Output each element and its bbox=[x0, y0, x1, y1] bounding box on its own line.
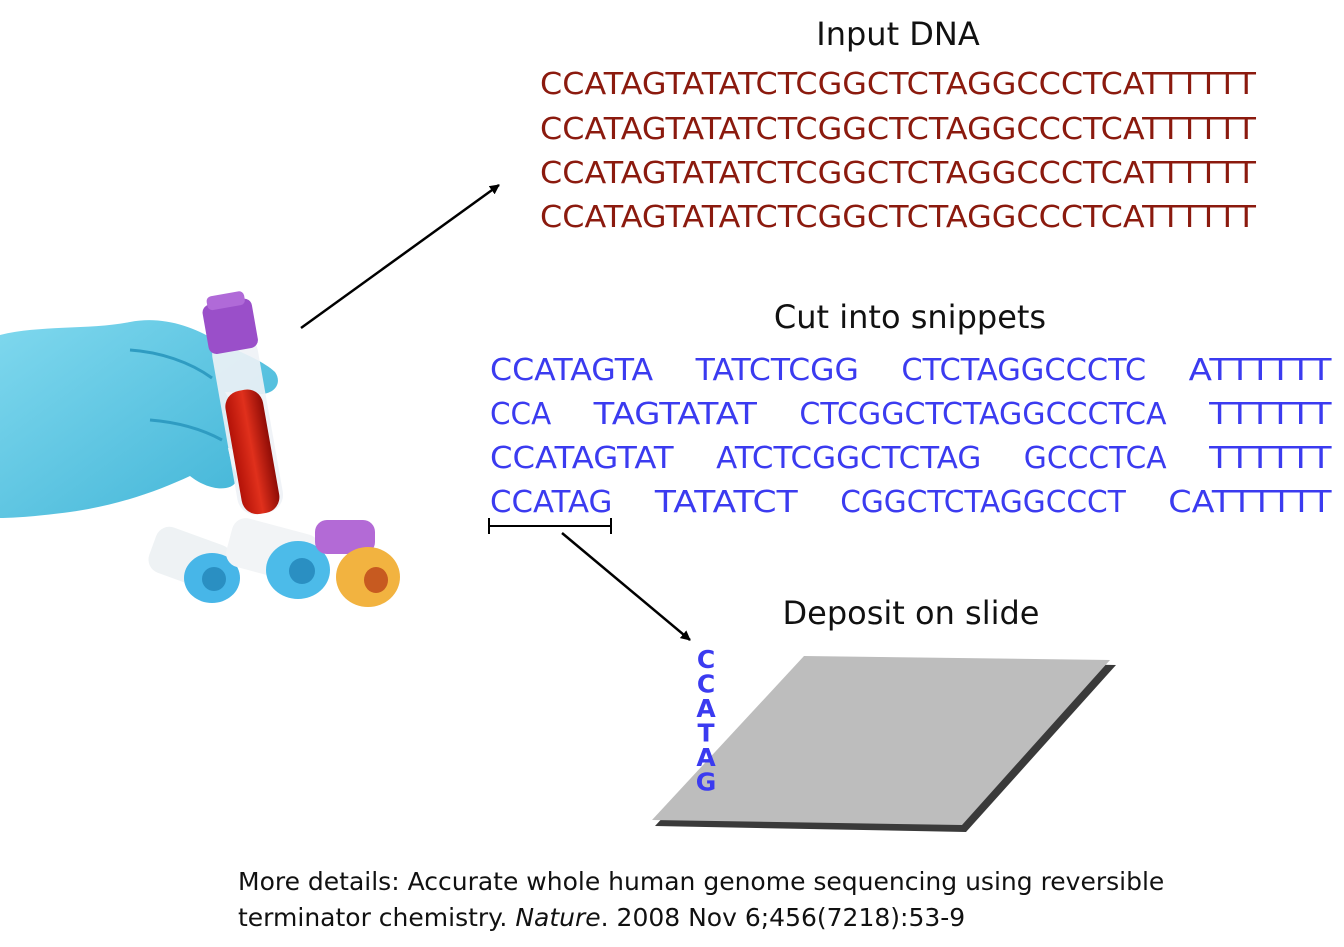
snippet-r2-c2: TAGTATAT bbox=[593, 397, 758, 432]
snippet-r1-c3: CTCTAGGCCCTC bbox=[901, 353, 1146, 388]
input-dna-title: Input DNA bbox=[816, 15, 980, 53]
snippet-r2-c4: TTTTTT bbox=[1208, 397, 1332, 432]
strand-base-4: T bbox=[697, 719, 714, 748]
lying-tube-blue-1 bbox=[148, 526, 240, 603]
snippet-r2-c1: CCA bbox=[490, 397, 552, 432]
lying-tube-blue-2 bbox=[226, 518, 330, 599]
snippet-r4-c1: CCATAG bbox=[490, 485, 612, 520]
snippet-r4-c2: TATATCT bbox=[654, 485, 799, 520]
arrow-to-input-dna bbox=[300, 183, 500, 330]
input-sequence-4: CCATAGTATATCTCGGCTCTAGGCCCTCATTTTTT bbox=[540, 200, 1257, 235]
gloved-hand bbox=[0, 320, 278, 518]
snippet-r3-c2: ATCTCGGCTCTAG bbox=[716, 441, 981, 476]
arrow-to-slide bbox=[561, 532, 691, 641]
snippet-r4-c3: CGGCTCTAGGCCCT bbox=[840, 485, 1126, 520]
snippet-r1-c4: ATTTTTT bbox=[1189, 353, 1333, 388]
strand-base-1: C bbox=[697, 645, 715, 674]
snippet-r1-c1: CCATAGTA bbox=[490, 353, 654, 388]
snippet-r1-c2: TATCTCGG bbox=[695, 353, 859, 388]
strand-base-3: A bbox=[696, 694, 716, 723]
snippet-r3-c4: TTTTTT bbox=[1208, 441, 1332, 476]
strand-base-6: G bbox=[696, 768, 717, 797]
input-sequence-2: CCATAGTATATCTCGGCTCTAGGCCCTCATTTTTT bbox=[540, 112, 1257, 147]
reference-details: . 2008 Nov 6;456(7218):53-9 bbox=[600, 903, 966, 932]
snippet-r2-c3: CTCGGCTCTAGGCCCTCA bbox=[799, 397, 1167, 432]
reference-journal: Nature bbox=[515, 903, 601, 932]
input-sequence-3: CCATAGTATATCTCGGCTCTAGGCCCTCATTTTTT bbox=[540, 156, 1257, 191]
snippet-r3-c1: CCATAGTAT bbox=[490, 441, 674, 476]
input-sequences: CCATAGTATATCTCGGCTCTAGGCCCTCATTTTTT CCATA… bbox=[540, 67, 1257, 235]
input-sequence-1: CCATAGTATATCTCGGCTCTAGGCCCTCATTTTTT bbox=[540, 67, 1257, 102]
lying-tube-orange bbox=[336, 547, 400, 607]
blood-tube-illustration bbox=[0, 291, 400, 607]
deposit-title: Deposit on slide bbox=[783, 594, 1040, 632]
deposited-strand: CCATAG bbox=[696, 645, 717, 797]
snippet-r3-c3: GCCCTCA bbox=[1024, 441, 1167, 476]
upright-blood-tube bbox=[202, 291, 284, 515]
reference-text: More details: Accurate whole human genom… bbox=[238, 867, 1165, 932]
glass-slide bbox=[652, 656, 1116, 832]
strand-base-5: A bbox=[696, 743, 716, 772]
strand-base-2: C bbox=[697, 670, 715, 699]
snippet-bracket bbox=[488, 518, 612, 534]
snippet-r4-c4: CATTTTTT bbox=[1168, 485, 1332, 520]
reference-citation: More details: Accurate whole human genom… bbox=[238, 864, 1298, 936]
lying-tube-purple bbox=[315, 520, 375, 554]
snippets-title: Cut into snippets bbox=[774, 298, 1046, 336]
